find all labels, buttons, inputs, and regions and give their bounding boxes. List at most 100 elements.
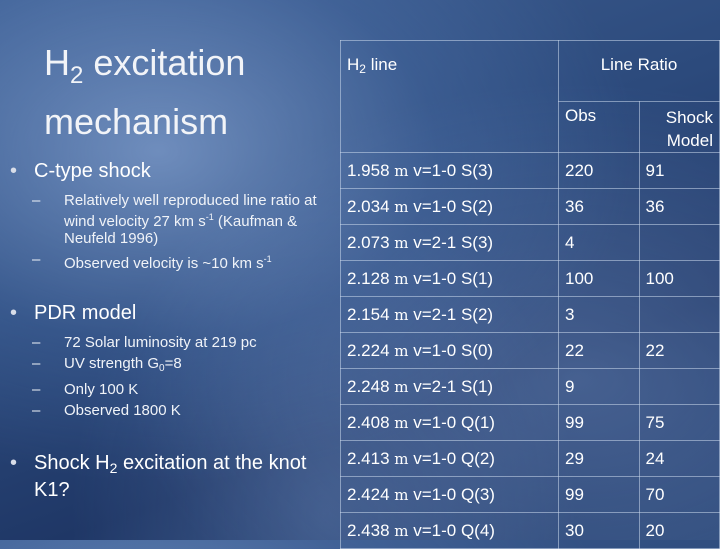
title-text-h: H	[44, 42, 70, 83]
cell-transition: v=1-0 S(3)	[408, 160, 494, 180]
line-ratio-table: H2 line Line Ratio Obs Shock Model 1.958…	[340, 40, 720, 549]
left-panel: H2 excitation mechanism • C-type shock –…	[0, 0, 340, 540]
table-row: 2.154 m v=2-1 S(2) 3	[340, 296, 720, 333]
cell-transition: v=1-0 Q(3)	[408, 484, 495, 504]
dash-icon: –	[32, 402, 41, 419]
sub-item-text: UV strength G	[64, 355, 160, 372]
sub-item: – Relatively well reproduced line ratio …	[32, 192, 322, 247]
sub-item-text: (Kaufman & Neufeld 1996)	[64, 213, 298, 247]
sub-item-text: Relatively well reproduced line ratio at…	[64, 192, 317, 230]
bullet-label: PDR model	[34, 302, 137, 324]
header-line-ratio: Line Ratio	[558, 40, 720, 102]
sub-item: – 72 Solar luminosity at 219 pc	[32, 334, 322, 351]
cell-unit: m	[394, 449, 409, 468]
cell-wavelength: 2.438	[347, 520, 395, 540]
sub-item-text: =8	[164, 355, 182, 372]
table-row: 2.128 m v=1-0 S(1) 100 100	[340, 260, 720, 297]
sub-item-sup: -1	[205, 212, 214, 222]
table-row: 2.438 m v=1-0 Q(4) 30 20	[340, 512, 720, 549]
cell-h2-line: 2.438 m v=1-0 Q(4)	[340, 512, 559, 549]
dash-icon: –	[32, 334, 41, 351]
bullet-dot-icon: •	[10, 452, 18, 474]
cell-wavelength: 2.408	[347, 412, 395, 432]
sub-item-text: Only 100 K	[64, 381, 139, 398]
cell-transition: v=1-0 S(0)	[408, 340, 494, 360]
cell-shock-model: 75	[638, 404, 720, 441]
cell-unit: m	[394, 233, 409, 252]
table-row: 1.958 m v=1-0 S(3) 220 91	[340, 152, 720, 189]
cell-transition: v=1-0 Q(1)	[408, 412, 495, 432]
dash-icon: –	[32, 251, 41, 268]
cell-obs: 9	[558, 368, 640, 405]
cell-transition: v=2-1 S(1)	[408, 376, 494, 396]
table-row: 2.248 m v=2-1 S(1) 9	[340, 368, 720, 405]
header-obs: Obs	[558, 101, 640, 153]
cell-shock-model: 100	[638, 260, 720, 297]
table-row: 2.073 m v=2-1 S(3) 4	[340, 224, 720, 261]
slide-title: H2 excitation mechanism	[44, 40, 334, 145]
bullet-label-part: Shock H	[34, 452, 110, 474]
cell-h2-line: 1.958 m v=1-0 S(3)	[340, 152, 559, 189]
table-row: 2.424 m v=1-0 Q(3) 99 70	[340, 476, 720, 513]
table-row: 2.034 m v=1-0 S(2) 36 36	[340, 188, 720, 225]
cell-obs: 36	[558, 188, 640, 225]
bullet-dot-icon: •	[10, 160, 18, 182]
cell-unit: m	[394, 377, 409, 396]
sub-item-text: 72 Solar luminosity at 219 pc	[64, 334, 257, 351]
header-text: line	[365, 55, 398, 74]
header-shock-model: Shock Model	[638, 101, 720, 153]
cell-shock-model	[638, 224, 720, 261]
cell-wavelength: 2.424	[347, 484, 395, 504]
cell-obs: 99	[558, 404, 640, 441]
cell-shock-model: 24	[638, 440, 720, 477]
cell-obs: 3	[558, 296, 640, 333]
cell-h2-line: 2.408 m v=1-0 Q(1)	[340, 404, 559, 441]
cell-unit: m	[394, 485, 409, 504]
table-subheader-row: Obs Shock Model	[341, 101, 720, 153]
cell-wavelength: 2.034	[347, 196, 395, 216]
header-h2-line: H2 line	[340, 40, 559, 153]
cell-wavelength: 2.154	[347, 304, 395, 324]
header-text: Model	[666, 131, 713, 150]
cell-unit: m	[394, 521, 409, 540]
cell-obs: 100	[558, 260, 640, 297]
dash-icon: –	[32, 192, 41, 209]
cell-shock-model	[638, 296, 720, 333]
table-row: 2.413 m v=1-0 Q(2) 29 24	[340, 440, 720, 477]
cell-h2-line: 2.424 m v=1-0 Q(3)	[340, 476, 559, 513]
cell-obs: 4	[558, 224, 640, 261]
dash-icon: –	[32, 355, 41, 372]
sublist-c-type: – Relatively well reproduced line ratio …	[32, 192, 322, 276]
cell-unit: m	[394, 341, 409, 360]
title-text-rest: excitation mechanism	[44, 42, 246, 142]
sub-item: – Observed 1800 K	[32, 402, 322, 419]
sub-item: – Only 100 K	[32, 381, 322, 398]
cell-shock-model: 22	[638, 332, 720, 369]
cell-unit: m	[394, 305, 409, 324]
table-row: 2.224 m v=1-0 S(0) 22 22	[340, 332, 720, 369]
cell-wavelength: 2.073	[347, 232, 395, 252]
header-text: Shock	[665, 108, 713, 127]
table-row: 2.408 m v=1-0 Q(1) 99 75	[340, 404, 720, 441]
cell-obs: 30	[558, 512, 640, 549]
bullet-label-part: excitation at the knot K1?	[34, 452, 307, 501]
sublist-pdr: – 72 Solar luminosity at 219 pc – UV str…	[32, 334, 322, 423]
cell-wavelength: 1.958	[347, 160, 395, 180]
cell-h2-line: 2.224 m v=1-0 S(0)	[340, 332, 559, 369]
cell-unit: m	[394, 413, 409, 432]
sub-item: – UV strength G0=8	[32, 355, 322, 377]
cell-unit: m	[394, 161, 409, 180]
cell-transition: v=1-0 S(2)	[408, 196, 494, 216]
cell-obs: 29	[558, 440, 640, 477]
cell-wavelength: 2.128	[347, 268, 395, 288]
cell-wavelength: 2.224	[347, 340, 395, 360]
cell-h2-line: 2.154 m v=2-1 S(2)	[340, 296, 559, 333]
cell-transition: v=2-1 S(3)	[408, 232, 494, 252]
cell-unit: m	[394, 269, 409, 288]
cell-obs: 22	[558, 332, 640, 369]
table-header-row: H2 line Line Ratio	[340, 40, 720, 153]
cell-h2-line: 2.128 m v=1-0 S(1)	[340, 260, 559, 297]
header-sub: 2	[359, 62, 366, 76]
bullet-label: Shock H2 excitation at the knot K1?	[34, 452, 324, 501]
cell-transition: v=1-0 Q(4)	[408, 520, 495, 540]
